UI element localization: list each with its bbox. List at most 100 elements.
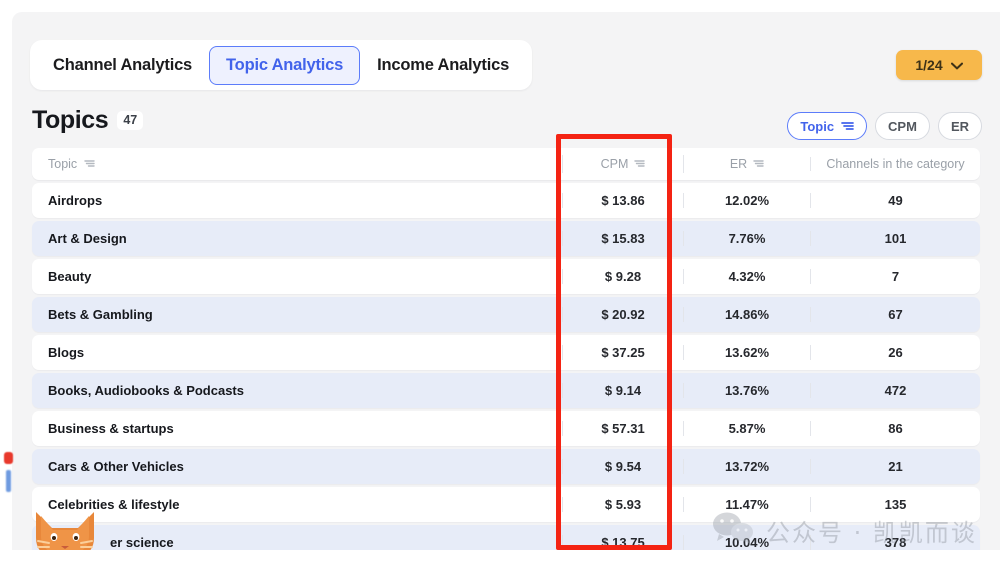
cell-channels: 378 — [810, 535, 980, 550]
column-header-topic-label: Topic — [48, 157, 78, 171]
cell-topic: Airdrops — [32, 193, 562, 208]
channels-value: 7 — [891, 269, 900, 284]
table-row[interactable]: Cars & Other Vehicles $ 9.54 13.72% 21 — [32, 449, 980, 484]
cell-er: 7.76% — [683, 231, 810, 246]
er-value: 4.32% — [728, 269, 766, 284]
column-header-topic[interactable]: Topic — [32, 155, 562, 173]
cell-topic: Business & startups — [32, 421, 562, 436]
sort-icon — [84, 155, 95, 173]
page-header: Topics 47 — [32, 106, 144, 135]
sort-chip-er-label: ER — [950, 118, 969, 134]
table-row[interactable]: Beauty $ 9.28 4.32% 7 — [32, 259, 980, 294]
app-surface: Channel Analytics Topic Analytics Income… — [12, 12, 1000, 550]
channels-value: 49 — [888, 193, 903, 208]
table-row[interactable]: Business & startups $ 57.31 5.87% 86 — [32, 411, 980, 446]
channels-value: 378 — [884, 535, 907, 550]
edge-marker-blue — [6, 470, 11, 492]
channels-value: 86 — [888, 421, 903, 436]
cell-topic: Cars & Other Vehicles — [32, 459, 562, 474]
page-title: Topics — [32, 106, 109, 134]
cell-topic: Books, Audiobooks & Podcasts — [32, 383, 562, 398]
channels-value: 67 — [888, 307, 903, 322]
topic-name: Celebrities & lifestyle — [48, 497, 180, 512]
sort-icon — [753, 155, 764, 173]
table-row[interactable]: Art & Design $ 15.83 7.76% 101 — [32, 221, 980, 256]
page-selector-label: 1/24 — [915, 57, 943, 73]
table-row[interactable]: Books, Audiobooks & Podcasts $ 9.14 13.7… — [32, 373, 980, 408]
channels-value: 26 — [888, 345, 903, 360]
cpm-value: $ 37.25 — [601, 345, 645, 360]
topic-name: Airdrops — [48, 193, 103, 208]
column-header-channels: Channels in the category — [810, 157, 980, 171]
cell-topic: Art & Design — [32, 231, 562, 246]
topic-name: Business & startups — [48, 421, 174, 436]
cell-cpm: $ 9.14 — [562, 383, 683, 398]
er-value: 11.47% — [725, 497, 769, 512]
table-row[interactable]: Celebrities & lifestyle $ 5.93 11.47% 13… — [32, 487, 980, 522]
cell-cpm: $ 9.28 — [562, 269, 683, 284]
cell-er: 4.32% — [683, 269, 810, 284]
sort-chip-cpm[interactable]: CPM — [875, 112, 930, 140]
channels-value: 21 — [888, 459, 903, 474]
table-row[interactable]: Blogs $ 37.25 13.62% 26 — [32, 335, 980, 370]
topics-table: Topic CPM ER — [32, 148, 980, 550]
er-value: 13.72% — [724, 459, 770, 474]
cpm-value: $ 9.54 — [604, 459, 642, 474]
cell-topic: Bets & Gambling — [32, 307, 562, 322]
tab-income-analytics[interactable]: Income Analytics — [377, 55, 510, 74]
cpm-value: $ 57.31 — [601, 421, 645, 436]
sort-icon — [841, 119, 854, 134]
cell-er: 13.76% — [683, 383, 810, 398]
cell-er: 12.02% — [683, 193, 810, 208]
cell-er: 13.72% — [683, 459, 810, 474]
cpm-value: $ 9.14 — [604, 383, 642, 398]
er-value: 5.87% — [728, 421, 766, 436]
chevron-down-icon — [950, 57, 963, 73]
table-row[interactable]: Bets & Gambling $ 20.92 14.86% 67 — [32, 297, 980, 332]
cpm-value: $ 15.83 — [601, 231, 645, 246]
column-header-cpm[interactable]: CPM — [562, 155, 683, 173]
cell-er: 14.86% — [683, 307, 810, 322]
tab-channel-analytics[interactable]: Channel Analytics — [53, 55, 193, 74]
cell-cpm: $ 5.93 — [562, 497, 683, 512]
cell-cpm: $ 20.92 — [562, 307, 683, 322]
cell-cpm: $ 9.54 — [562, 459, 683, 474]
cell-cpm: $ 15.83 — [562, 231, 683, 246]
cell-channels: 7 — [810, 269, 980, 284]
channels-value: 135 — [884, 497, 907, 512]
topic-name: er science — [110, 535, 174, 550]
er-value: 7.76% — [728, 231, 766, 246]
tab-topic-analytics[interactable]: Topic Analytics — [209, 45, 361, 85]
cell-er: 11.47% — [683, 497, 810, 512]
er-value: 10.04% — [724, 535, 770, 550]
edge-marker-red — [4, 452, 13, 464]
cell-topic: Celebrities & lifestyle — [32, 497, 562, 512]
sort-chip-er[interactable]: ER — [937, 112, 982, 140]
page-selector-dropdown[interactable]: 1/24 — [896, 50, 982, 80]
channels-value: 472 — [884, 383, 907, 398]
topic-name: Cars & Other Vehicles — [48, 459, 184, 474]
cell-channels: 26 — [810, 345, 980, 360]
sort-chip-topic[interactable]: Topic — [787, 112, 868, 140]
table-header-row: Topic CPM ER — [32, 148, 980, 180]
analytics-tabbar: Channel Analytics Topic Analytics Income… — [30, 40, 533, 90]
cell-er: 5.87% — [683, 421, 810, 436]
topic-name: Books, Audiobooks & Podcasts — [48, 383, 244, 398]
cell-channels: 21 — [810, 459, 980, 474]
table-row[interactable]: er science $ 13.75 10.04% 378 — [32, 525, 980, 550]
channels-value: 101 — [884, 231, 907, 246]
topic-name: Art & Design — [48, 231, 127, 246]
table-row[interactable]: Airdrops $ 13.86 12.02% 49 — [32, 183, 980, 218]
cell-topic: er science — [32, 535, 562, 550]
topic-name: Blogs — [48, 345, 85, 360]
cpm-value: $ 13.75 — [601, 535, 645, 550]
cpm-value: $ 13.86 — [601, 193, 645, 208]
column-header-er[interactable]: ER — [683, 155, 810, 173]
cpm-value: $ 20.92 — [601, 307, 645, 322]
cell-er: 13.62% — [683, 345, 810, 360]
er-value: 13.62% — [724, 345, 770, 360]
er-value: 13.76% — [724, 383, 770, 398]
cell-channels: 49 — [810, 193, 980, 208]
cell-channels: 67 — [810, 307, 980, 322]
